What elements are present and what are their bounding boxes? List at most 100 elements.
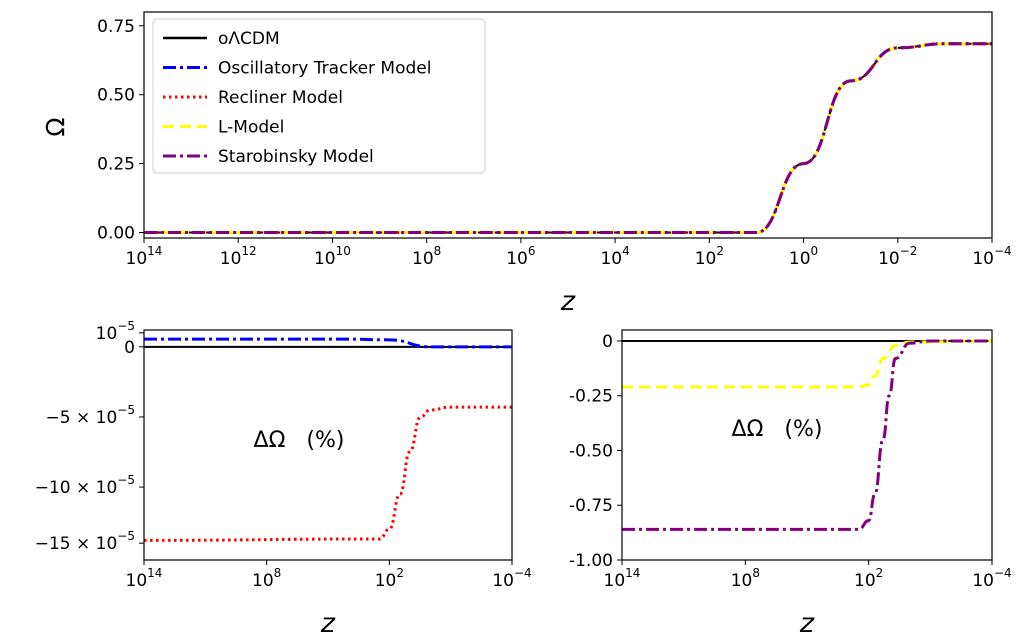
y-tick-label-base: 0 xyxy=(124,338,135,358)
panel-top: 1014 1012 1010 108 106 104 102 100 10−2 10−40.000… xyxy=(41,11,1012,317)
x-tick-label-base: 10 xyxy=(878,249,900,269)
x-tick-label-exp: −4 xyxy=(994,566,1012,580)
y-tick-label-exp: −5 xyxy=(117,403,135,417)
y-tick-label: 0.75 xyxy=(97,17,135,37)
panel-bottom-left: 1014 108 102 10−410−50−5 × 10−5−10 × 10−5−1… xyxy=(35,319,532,638)
x-tick-label-base: 10 xyxy=(972,571,994,591)
x-tick-label-base: 10 xyxy=(492,571,514,591)
plot-area xyxy=(621,339,993,531)
x-tick-label: 1014 xyxy=(126,244,163,269)
y-tick-label: -0.75 xyxy=(569,496,613,516)
x-tick-label-exp: 14 xyxy=(147,244,162,258)
x-tick-label: 108 xyxy=(252,566,281,591)
x-tick-label-exp: 10 xyxy=(336,244,351,258)
plot-area xyxy=(143,337,512,542)
y-tick-label: 0.00 xyxy=(97,223,135,243)
x-tick-label-base: 10 xyxy=(314,249,336,269)
plot-area xyxy=(144,42,992,234)
y-tick-label-base: -0.50 xyxy=(569,441,613,461)
y-tick-label-base: 0 xyxy=(602,332,613,352)
y-tick-label-base: -0.25 xyxy=(569,387,613,407)
delta-omega-annotation: ΔΩ (%) xyxy=(254,428,345,453)
y-tick-label-base: −10 × 10 xyxy=(35,478,118,498)
x-tick-label: 10−4 xyxy=(492,566,531,591)
x-tick-label: 100 xyxy=(789,244,818,269)
x-tick-label: 10−4 xyxy=(972,244,1011,269)
x-tick-label-exp: 8 xyxy=(752,566,760,580)
y-tick-label: -1.00 xyxy=(569,551,613,571)
x-axis-label: z xyxy=(560,286,576,317)
x-tick-label-exp: −2 xyxy=(900,244,918,258)
x-tick-label-base: 10 xyxy=(126,571,148,591)
y-tick-label: −15 × 10−5 xyxy=(35,529,135,554)
x-tick-label-exp: 8 xyxy=(434,244,442,258)
delta-omega-annotation: ΔΩ (%) xyxy=(732,417,823,442)
x-tick-label-base: 10 xyxy=(252,571,274,591)
x-tick-label-exp: 4 xyxy=(622,244,630,258)
x-tick-label: 102 xyxy=(854,566,883,591)
x-tick-label-base: 10 xyxy=(220,249,242,269)
x-tick-label-exp: 0 xyxy=(811,244,819,258)
legend-label: Starobinsky Model xyxy=(218,147,374,167)
x-tick-label-exp: 6 xyxy=(528,244,536,258)
series-line-starobinsky-model xyxy=(622,339,992,531)
y-tick-label: −10 × 10−5 xyxy=(35,473,135,498)
x-tick-label: 1012 xyxy=(220,244,257,269)
x-tick-label-exp: −4 xyxy=(994,244,1012,258)
y-tick-label: -0.50 xyxy=(569,441,613,461)
x-tick-label-base: 10 xyxy=(412,249,434,269)
y-tick-label-exp: −5 xyxy=(117,319,135,333)
series-line-starobinsky-model xyxy=(144,42,992,234)
series-line-l-model xyxy=(621,339,993,389)
y-tick-label: 10−5 xyxy=(96,319,135,344)
y-tick-label: −5 × 10−5 xyxy=(46,403,135,428)
x-tick-label: 102 xyxy=(695,244,724,269)
y-tick-label-base: -1.00 xyxy=(569,551,613,571)
x-tick-label: 102 xyxy=(375,566,404,591)
x-tick-label: 10−4 xyxy=(972,566,1011,591)
y-tick-label-base: −15 × 10 xyxy=(35,534,118,554)
x-tick-label: 1014 xyxy=(126,566,163,591)
x-tick-label-base: 10 xyxy=(600,249,622,269)
x-tick-label-base: 10 xyxy=(972,249,994,269)
x-tick-label: 10−2 xyxy=(878,244,917,269)
x-tick-label-exp: 2 xyxy=(396,566,404,580)
x-axis-label: z xyxy=(320,608,336,634)
x-axis-label: z xyxy=(799,608,815,634)
x-tick-label-exp: 8 xyxy=(274,566,282,580)
x-tick-label-exp: 14 xyxy=(625,566,640,580)
plot-frame xyxy=(143,11,993,239)
x-tick-label-base: 10 xyxy=(604,571,626,591)
legend-box xyxy=(152,18,486,174)
x-tick-label: 1010 xyxy=(314,244,351,269)
y-tick-label: -0.25 xyxy=(569,387,613,407)
x-tick-label: 108 xyxy=(412,244,441,269)
x-tick-label-base: 10 xyxy=(731,571,753,591)
x-tick-label-base: 10 xyxy=(695,249,717,269)
x-tick-label-exp: 2 xyxy=(876,566,884,580)
y-tick-label-base: -0.75 xyxy=(569,496,613,516)
y-tick-label: 0.25 xyxy=(97,155,135,175)
y-tick-label: 0 xyxy=(602,332,613,352)
x-tick-label: 104 xyxy=(600,244,629,269)
legend-label: L-Model xyxy=(218,118,284,138)
x-tick-label: 106 xyxy=(506,244,535,269)
legend-label: Oscillatory Tracker Model xyxy=(218,59,431,79)
y-axis-label: Ω xyxy=(41,117,70,136)
y-tick-label-exp: −5 xyxy=(117,473,135,487)
x-tick-label-base: 10 xyxy=(375,571,397,591)
x-tick-label-base: 10 xyxy=(126,249,148,269)
y-tick-label: 0.50 xyxy=(97,86,135,106)
legend-label: oΛCDM xyxy=(218,29,280,49)
x-tick-label-base: 10 xyxy=(506,249,528,269)
x-tick-label: 108 xyxy=(731,566,760,591)
y-tick-label: 0 xyxy=(124,338,135,358)
x-tick-label-base: 10 xyxy=(789,249,811,269)
legend: oΛCDM Oscillatory Tracker Model Recliner M… xyxy=(152,18,486,174)
x-tick-label-exp: 12 xyxy=(241,244,256,258)
legend-label: Recliner Model xyxy=(218,88,343,108)
y-tick-label-base: 10 xyxy=(96,324,118,344)
x-tick-label-base: 10 xyxy=(854,571,876,591)
y-tick-label-base: −5 × 10 xyxy=(46,408,118,428)
